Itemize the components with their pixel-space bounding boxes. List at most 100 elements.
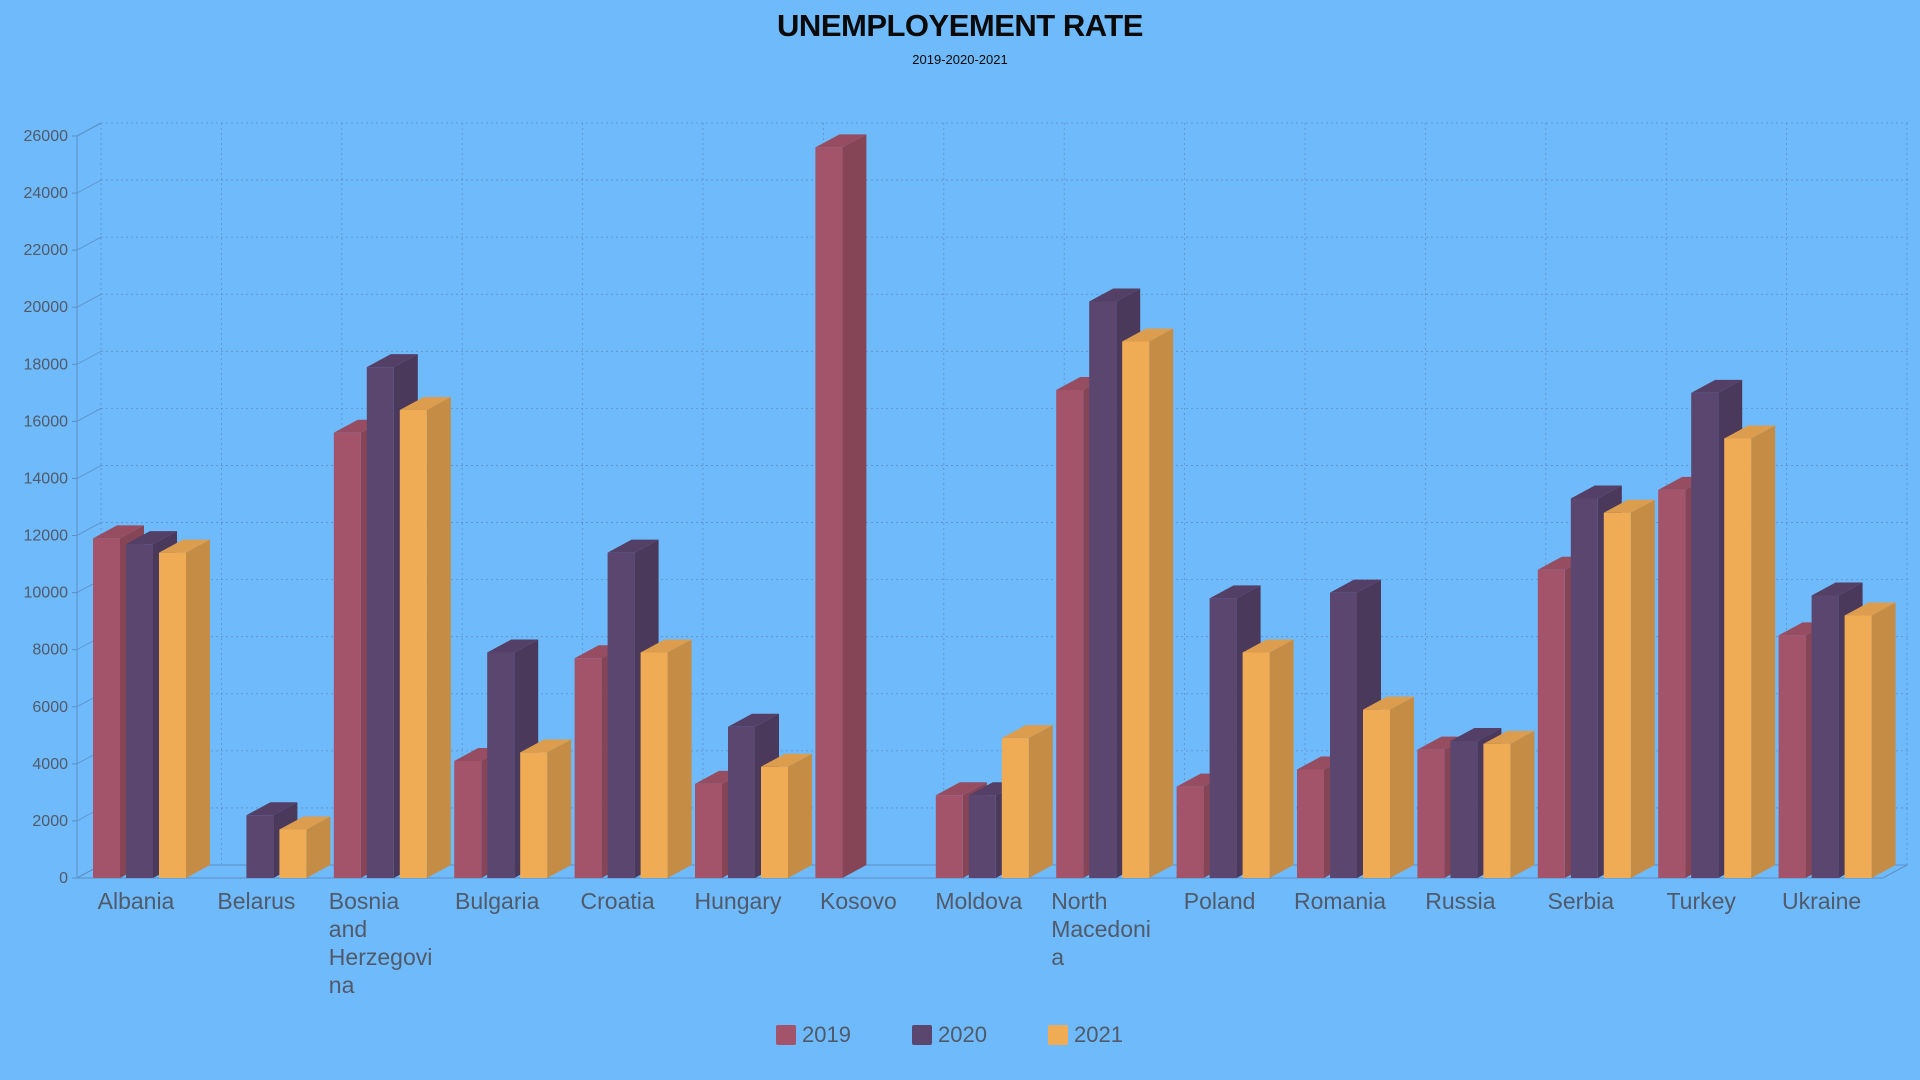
bar-face [607, 552, 635, 878]
bar-face [1658, 489, 1686, 878]
bar-face [454, 760, 482, 878]
bar-face [1269, 639, 1294, 878]
bar-face [1330, 592, 1357, 878]
bar-face [815, 134, 867, 148]
bar-face [935, 795, 963, 878]
bar-bosnia-and-herzegovina-2021[interactable] [399, 396, 451, 878]
bar-face [333, 432, 361, 878]
bar-face [695, 783, 722, 878]
bar-face [487, 652, 515, 878]
legend-item-2021[interactable]: 2021 [1048, 1022, 1144, 1048]
bar-face [1570, 498, 1598, 878]
x-tick-label: Bulgaria [455, 888, 540, 914]
grid-depth-line [76, 408, 102, 422]
legend-swatch-2019 [776, 1025, 796, 1045]
legend: 2019 2020 2021 [0, 1022, 1920, 1048]
bar-face [306, 816, 331, 878]
y-tick-label: 6000 [32, 699, 68, 716]
legend-item-2019[interactable]: 2019 [776, 1022, 872, 1048]
bar-face [93, 525, 144, 539]
x-tick-label-line: and [329, 916, 367, 942]
bar-face [399, 409, 427, 878]
bar-face [1149, 328, 1174, 878]
bar-poland-2021[interactable] [1242, 639, 1294, 878]
bar-face [1871, 602, 1896, 878]
grid-depth-line [76, 465, 102, 479]
x-tick-label-line: Bosnia [329, 888, 400, 914]
bar-albania-2021[interactable] [159, 539, 210, 878]
bar-serbia-2021[interactable] [1603, 499, 1655, 878]
x-tick-label-line: Herzegovi [329, 944, 433, 970]
bar-romania-2021[interactable] [1363, 696, 1414, 878]
bar-face [1390, 696, 1414, 878]
bar-face [246, 815, 274, 878]
bar-face [399, 396, 451, 410]
grid-depth-line [76, 350, 102, 365]
x-tick-label: North Macedoni a [1051, 888, 1151, 970]
x-tick-label: Romania [1294, 888, 1386, 914]
bar-face [1363, 696, 1414, 710]
y-tick-label: 4000 [32, 756, 68, 773]
bar-face [1603, 512, 1631, 878]
bar-face [667, 639, 692, 878]
x-tick-label-line: na [329, 972, 355, 998]
bar-face [1209, 598, 1237, 878]
bar-russia-2021[interactable] [1483, 730, 1535, 878]
bar-ukraine-2021[interactable] [1844, 602, 1896, 878]
bar-hungary-2021[interactable] [761, 753, 812, 878]
bar-face [1483, 743, 1511, 878]
bar-face [728, 713, 779, 727]
bar-face [1844, 602, 1896, 616]
bar-face [1089, 288, 1141, 302]
bar-face [93, 538, 120, 878]
bar-kosovo-2019[interactable] [815, 134, 867, 878]
bar-face [1122, 328, 1174, 342]
bar-face [1630, 499, 1655, 878]
bar-face [487, 639, 539, 653]
bar-face [1691, 379, 1743, 393]
x-tick-label: Croatia [581, 888, 655, 914]
y-tick-label: 12000 [24, 528, 69, 545]
x-tick-label: Russia [1425, 888, 1496, 914]
x-tick-label-line: Macedoni [1051, 916, 1151, 942]
x-tick-label: Ukraine [1782, 888, 1861, 914]
bar-belarus-2021[interactable] [279, 816, 331, 878]
bar-croatia-2021[interactable] [640, 639, 692, 878]
bar-face [1209, 585, 1261, 599]
legend-swatch-2021 [1048, 1025, 1068, 1045]
bar-face [159, 552, 186, 878]
legend-item-2020[interactable]: 2020 [912, 1022, 1008, 1048]
bar-face [1330, 579, 1381, 593]
bar-face [640, 652, 668, 878]
bar-face [1176, 786, 1204, 878]
legend-label-2019: 2019 [802, 1022, 851, 1047]
bar-face [1056, 389, 1084, 878]
bar-bulgaria-2021[interactable] [520, 739, 572, 878]
bar-face [279, 829, 307, 878]
bar-face [366, 354, 418, 368]
bar-face [935, 782, 987, 796]
bar-moldova-2021[interactable] [1001, 725, 1053, 878]
y-tick-label: 22000 [24, 242, 69, 259]
x-tick-label: Turkey [1666, 888, 1736, 914]
bar-north-macedonia-2021[interactable] [1122, 328, 1174, 878]
x-tick-label: Bosnia and Herzegovi na [329, 888, 433, 998]
bar-turkey-2021[interactable] [1724, 425, 1776, 878]
bar-face [1242, 639, 1294, 653]
grid-depth-line [76, 236, 102, 251]
bar-face [520, 752, 548, 878]
bar-face [1751, 425, 1776, 878]
x-tick-label: Moldova [935, 888, 1022, 914]
x-tick-label: Albania [98, 888, 175, 914]
bar-face [815, 147, 843, 878]
y-tick-label: 14000 [24, 470, 69, 487]
x-tick-label: Poland [1184, 888, 1256, 914]
bar-face [520, 739, 572, 753]
bar-face [1028, 725, 1053, 878]
bar-face [126, 531, 177, 545]
x-tick-label: Serbia [1548, 888, 1615, 914]
legend-swatch-2020 [912, 1025, 932, 1045]
bar-face [1417, 749, 1445, 878]
y-tick-label: 2000 [32, 813, 68, 830]
legend-label-2021: 2021 [1074, 1022, 1123, 1047]
